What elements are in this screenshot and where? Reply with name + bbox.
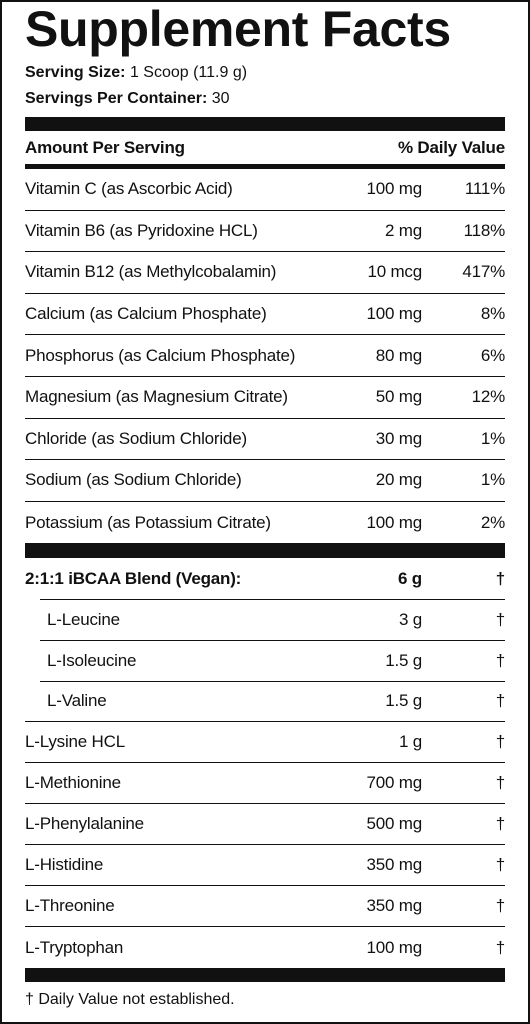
amount: 100 mg [366,179,422,199]
amount: 2 mg [385,220,422,240]
nutrient-name: L-Isoleucine [47,650,137,670]
amount: 500 mg [366,814,422,834]
daily-value: † [495,937,505,957]
label: Servings Per Container: [25,90,208,107]
footnote: † Daily Value not established. [25,991,235,1009]
nutrient-row: L-Valine 1.5 g † [25,681,505,723]
nutrient-row: L-Methionine 700 mg † [25,763,505,805]
nutrient-name: L-Histidine [25,855,104,875]
nutrient-name: Magnesium (as Magnesium Citrate) [25,387,288,407]
nutrient-name: Phosphorus (as Calcium Phosphate) [25,345,296,365]
amount: 3 g [398,609,422,629]
nutrient-row: Vitamin C (as Ascorbic Acid) 100 mg 111% [25,169,505,211]
nutrient-row: 2:1:1 iBCAA Blend (Vegan): 6 g † [25,558,505,601]
nutrient-row: Magnesium (as Magnesium Citrate) 50 mg 12% [25,377,505,419]
nutrient-row: Vitamin B12 (as Methylcobalamin) 10 mcg 41… [25,252,505,294]
nutrient-name: Chloride (as Sodium Chloride) [25,428,247,448]
daily-value: † [495,814,505,834]
daily-value: † [495,855,505,875]
nutrient-row: L-Threonine 350 mg † [25,886,505,928]
vitamin-rows: Vitamin C (as Ascorbic Acid) 100 mg 111% Vi… [25,169,505,543]
daily-value: 118% [463,220,506,240]
nutrient-row: L-Tryptophan 100 mg † [25,927,505,968]
nutrient-row: Vitamin B6 (as Pyridoxine HCL) 2 mg 118% [25,211,505,253]
daily-value: † [495,732,505,752]
daily-value: † [495,691,505,711]
nutrient-row: L-Phenylalanine 500 mg † [25,804,505,846]
nutrient-row: L-Lysine HCL 1 g † [25,722,505,764]
daily-value: 1% [480,428,505,448]
divider [25,968,505,983]
title: Supplement Facts [25,1,451,57]
nutrient-row: Sodium (as Sodium Chloride) 20 mg 1% [25,460,505,502]
label: Serving Size: [25,64,126,81]
nutrient-name: L-Threonine [25,896,115,916]
amino-rows: 2:1:1 iBCAA Blend (Vegan): 6 g † L-Leucine 3… [25,558,505,968]
nutrient-name: L-Leucine [47,609,120,629]
nutrient-name: L-Tryptophan [25,937,124,957]
nutrient-name: Potassium (as Potassium Citrate) [25,512,271,532]
nutrient-name: L-Valine [47,691,107,711]
nutrient-row: Potassium (as Potassium Citrate) 100 mg 2% [25,502,505,544]
nutrient-row: L-Isoleucine 1.5 g † [25,640,505,683]
nutrient-name: Vitamin B6 (as Pyridoxine HCL) [25,220,258,240]
amount-header: Amount Per Serving [25,137,185,157]
amount: 700 mg [366,773,422,793]
nutrient-name: Calcium (as Calcium Phosphate) [25,304,267,324]
nutrient-row: L-Histidine 350 mg † [25,845,505,887]
nutrient-row: Calcium (as Calcium Phosphate) 100 mg 8% [25,294,505,336]
nutrient-row: Chloride (as Sodium Chloride) 30 mg 1% [25,419,505,461]
dv-header: % Daily Value [397,137,505,157]
daily-value: 2% [480,512,505,532]
amount: 350 mg [366,896,422,916]
amount: 100 mg [366,937,422,957]
divider [25,164,505,169]
amount: 1.5 g [385,650,422,670]
value: 1 Scoop (11.9 g) [129,64,248,81]
daily-value: 6% [480,345,505,365]
daily-value: † [495,773,505,793]
amount: 100 mg [366,304,422,324]
divider [25,543,505,559]
servings: Servings Per Container: 30 [25,86,505,112]
nutrient-name: L-Methionine [25,773,121,793]
daily-value: † [495,650,505,670]
daily-value: 8% [480,304,505,324]
value: 30 [211,90,230,107]
daily-value: 111% [464,179,505,199]
amount: 80 mg [375,345,422,365]
nutrient-name: L-Lysine HCL [25,732,125,752]
nutrient-name: Sodium (as Sodium Chloride) [25,470,242,490]
amount: 50 mg [375,387,422,407]
daily-value: † [495,896,505,916]
nutrient-name: Vitamin C (as Ascorbic Acid) [25,179,233,199]
amount: 20 mg [375,470,422,490]
daily-value: † [495,568,505,588]
amount: 1 g [398,732,422,752]
column-header: Amount Per Serving % Daily Value [25,131,505,164]
amount: 350 mg [366,855,422,875]
nutrient-name: Vitamin B12 (as Methylcobalamin) [25,262,277,282]
amount: 1.5 g [385,691,422,711]
nutrient-row: L-Leucine 3 g † [25,599,505,642]
nutrient-name: 2:1:1 iBCAA Blend (Vegan): [25,568,242,588]
daily-value: 417% [462,262,505,282]
daily-value: 1% [480,470,505,490]
nutrient-name: L-Phenylalanine [25,814,144,834]
amount: 10 mcg [367,262,422,282]
nutrient-row: Phosphorus (as Calcium Phosphate) 80 mg 6% [25,335,505,377]
amount: 30 mg [375,428,422,448]
amount: 6 g [398,568,422,588]
amount: 100 mg [366,512,422,532]
daily-value: 12% [471,387,506,407]
divider [25,117,505,131]
daily-value: † [495,609,505,629]
serving-size: Serving Size: 1 Scoop (11.9 g) [25,60,505,86]
